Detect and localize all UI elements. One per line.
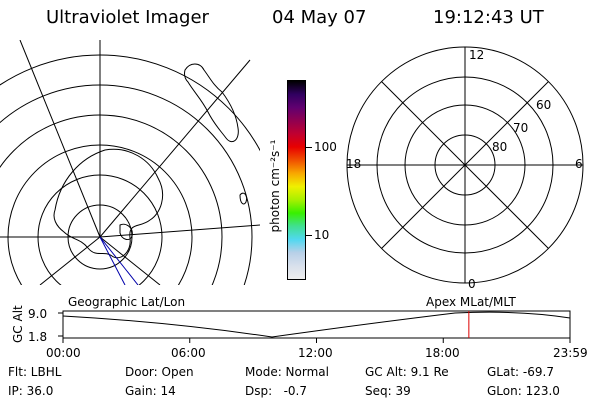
mlt-label-0: 0 [468,277,476,291]
info-gc-alt: GC Alt: 9.1 Re [365,365,449,379]
info-ip: IP: 36.0 [8,384,54,398]
mlt-label-12: 12 [469,48,485,62]
time-tick-1800: 18:00 [425,346,460,360]
mlt-label-6: 6 [575,157,583,171]
info-glon: GLon: 123.0 [487,384,560,398]
info-door: Door: Open [125,365,194,379]
gc-alt-curve [62,311,571,338]
satellite-track [99,236,126,285]
australia-coastline [183,63,239,143]
colorbar-tick-100: 100 [314,140,337,154]
geographic-label: Geographic Lat/Lon [68,295,186,309]
intensity-colorbar [287,80,306,280]
gc-alt-frame [62,310,571,339]
info-seq: Seq: 39 [365,384,411,398]
info-filter: Flt: LBHL [8,365,62,379]
lon-line [99,59,251,238]
colorbar-tick [306,147,312,148]
satellite-track [99,236,139,285]
lon-line [99,236,161,285]
gc-alt-axis-label: GC Alt [11,305,25,343]
instrument-title: Ultraviolet Imager [46,7,209,28]
gc-alt-plot [58,310,571,343]
time-label: 19:12:43 UT [433,7,544,28]
antarctica-coastline [53,148,163,259]
time-tick-1200: 12:00 [298,346,333,360]
mlat-label-70: 70 [513,121,529,135]
mlat-label-80: 80 [492,140,508,154]
gc-alt-ytick-bottom: 1.8 [28,330,48,344]
colorbar-tick-10: 10 [314,228,330,242]
lat-circle [0,54,260,152]
date-label: 04 May 07 [272,7,367,28]
island-coastline [239,192,247,205]
time-tick-0600: 06:00 [171,346,206,360]
time-tick-0000: 00:00 [46,346,81,360]
gc-alt-ytick-top: 9.0 [28,307,48,321]
lon-line [39,236,101,285]
apex-label: Apex MLat/MLT [426,295,516,309]
info-glat: GLat: -69.7 [487,365,554,379]
mlat-label-60: 60 [536,98,552,112]
mlt-axis-diagonal [380,80,550,250]
lon-line [99,224,260,238]
info-dsp: Dsp: -0.7 [245,384,308,398]
info-mode: Mode: Normal [245,365,329,379]
coast-inlet [119,223,133,241]
mlt-label-18: 18 [346,157,362,171]
lon-line [19,40,101,238]
colorbar-unit-label: photon cm⁻²s⁻¹ [268,139,282,233]
time-tick-2359: 23:59 [553,346,588,360]
colorbar-tick [306,235,312,236]
polar-plot [346,46,584,284]
info-gain: Gain: 14 [125,384,176,398]
